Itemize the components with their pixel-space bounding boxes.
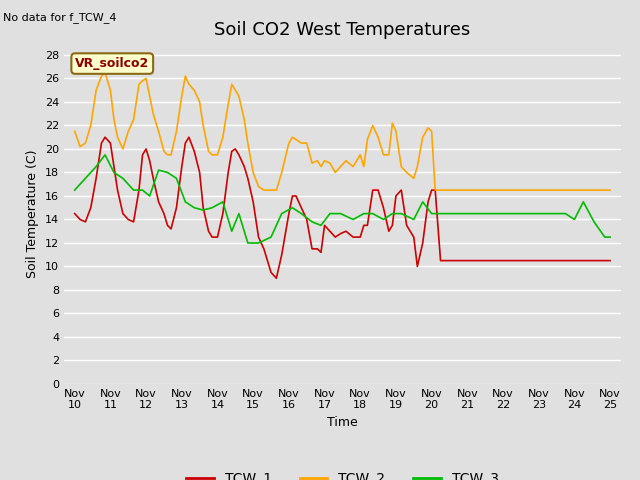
Legend: TCW_1, TCW_2, TCW_3: TCW_1, TCW_2, TCW_3: [180, 466, 504, 480]
Text: No data for f_TCW_4: No data for f_TCW_4: [3, 12, 116, 23]
X-axis label: Time: Time: [327, 416, 358, 429]
Y-axis label: Soil Temperature (C): Soil Temperature (C): [26, 149, 39, 278]
Text: VR_soilco2: VR_soilco2: [75, 57, 149, 70]
Title: Soil CO2 West Temperatures: Soil CO2 West Temperatures: [214, 21, 470, 39]
